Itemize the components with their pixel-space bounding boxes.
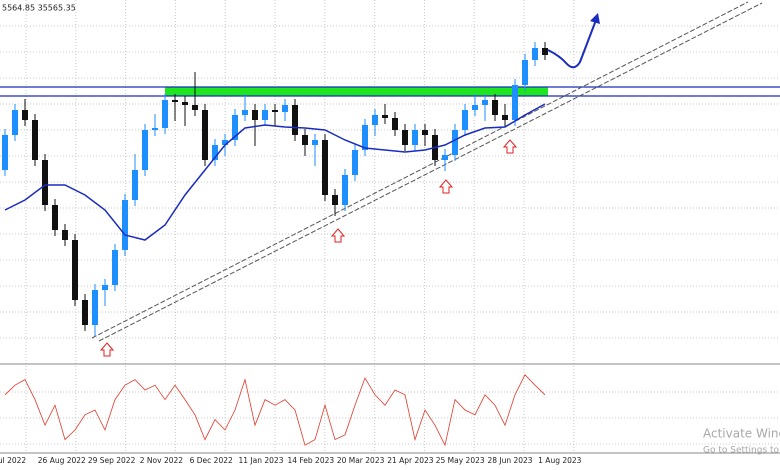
candle-body (202, 110, 208, 160)
candle-body (122, 200, 128, 250)
candle-body (132, 170, 138, 200)
candle-body (452, 130, 458, 155)
candle-body (312, 140, 318, 145)
x-tick-label: 26 Aug 2022 (38, 456, 86, 465)
candle-body (352, 150, 358, 175)
watermark-text: Go to Settings to activate Windows. (703, 446, 780, 456)
x-tick-label: 11 Jan 2023 (239, 456, 284, 465)
trendline (98, 2, 763, 342)
candle-body (172, 100, 178, 102)
candle-body (462, 110, 468, 130)
up-arrow (502, 139, 518, 154)
candle-body (182, 102, 188, 105)
x-tick-label: 28 Jun 2023 (487, 456, 532, 465)
candle-body (32, 120, 38, 160)
candle-body (52, 205, 58, 230)
forecast-arrowhead (590, 13, 600, 24)
candle-body (332, 195, 338, 205)
candle-body (112, 250, 118, 285)
resistance-zone (165, 87, 548, 96)
candle-body (2, 135, 8, 170)
candle-body (342, 175, 348, 205)
candle-body (512, 85, 518, 120)
candles (2, 42, 548, 336)
up-arrow (330, 228, 346, 243)
candle-body (212, 145, 218, 160)
up-arrow (99, 342, 115, 357)
x-tick-label: 20 Mar 2023 (337, 456, 385, 465)
candle-body (502, 115, 508, 120)
candle-body (142, 130, 148, 170)
candle-body (532, 48, 538, 60)
up-arrow (438, 179, 454, 194)
candle-body (472, 105, 478, 110)
candle-body (232, 115, 238, 140)
candle-body (392, 118, 398, 130)
candle-body (422, 130, 428, 135)
candle-body (322, 140, 328, 195)
oscillator-line (4, 374, 546, 447)
candle-body (282, 105, 288, 112)
candle-body (42, 160, 48, 205)
x-tick-label: 2 Nov 2022 (140, 456, 183, 465)
candle-body (442, 155, 448, 160)
moving-average (4, 103, 546, 241)
candle-body (92, 290, 98, 325)
signal-arrows (99, 139, 518, 357)
candle-body (402, 130, 408, 145)
candle-body (12, 110, 18, 135)
candle-body (302, 135, 308, 145)
x-tick-label: 21 Apr 2023 (387, 456, 434, 465)
candle-body (162, 100, 168, 128)
overlay (4, 103, 546, 447)
x-tick-label: 1 Aug 2023 (538, 456, 581, 465)
candle-body (252, 110, 258, 120)
x-tick-label: 25 May 2023 (436, 456, 485, 465)
candle-body (22, 110, 28, 120)
x-tick-label: ul 2022 (0, 456, 26, 465)
candle-body (152, 128, 158, 130)
forecast-arrow (547, 19, 597, 69)
candle-body (492, 100, 498, 115)
candle-body (62, 230, 68, 240)
candle-body (222, 140, 228, 145)
candle-body (192, 105, 198, 110)
candle-body (272, 110, 278, 112)
candle-body (82, 300, 88, 325)
candle-body (262, 110, 268, 120)
x-tick-label: 6 Dec 2022 (190, 456, 233, 465)
candle-body (242, 110, 248, 115)
grid (0, 0, 780, 453)
candle-body (412, 130, 418, 145)
candle-body (382, 115, 388, 118)
candle-body (362, 125, 368, 150)
candle-body (292, 105, 298, 135)
watermark-title: Activate Windows (703, 427, 780, 441)
x-tick-label: 29 Sep 2022 (88, 456, 136, 465)
candle-body (482, 100, 488, 105)
candle-body (102, 285, 108, 290)
candle-body (522, 60, 528, 85)
x-tick-label: 14 Feb 2023 (287, 456, 334, 465)
candle-body (72, 240, 78, 300)
candle-body (542, 48, 548, 55)
price-header: 5564.85 35565.35 (2, 4, 76, 13)
candle-body (372, 115, 378, 125)
trendline (91, 1, 749, 339)
